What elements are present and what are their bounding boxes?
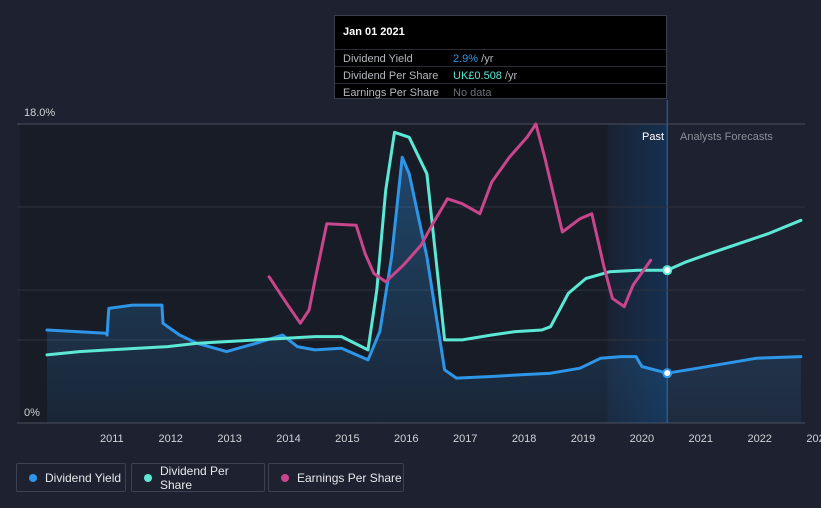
tooltip-label: Earnings Per Share — [343, 87, 439, 99]
legend-label: Dividend Yield — [45, 470, 122, 485]
tooltip-date: Jan 01 2021 — [343, 26, 405, 38]
tooltip-markers — [662, 265, 673, 379]
legend-dot-icon — [144, 473, 152, 482]
x-tick-label: 2012 — [158, 433, 182, 445]
y-axis-bottom-label: 0% — [24, 407, 40, 419]
tooltip-row-dividend-yield: Dividend Yield 2.9% /yr — [335, 49, 666, 67]
y-axis-top-label: 18.0% — [24, 107, 55, 119]
dividend-per-share-line — [45, 130, 803, 357]
x-tick-label: 2014 — [276, 433, 300, 445]
tooltip-label: Dividend Per Share — [343, 70, 439, 82]
legend-label: Earnings Per Share — [297, 470, 402, 485]
dividend-per-share-marker — [662, 265, 673, 276]
tooltip-row-earnings-per-share: Earnings Per Share No data — [335, 83, 666, 101]
tooltip-value: No data — [453, 87, 492, 99]
dividend-yield-marker — [662, 368, 673, 379]
tooltip-value: UK£0.508 /yr — [453, 70, 518, 82]
x-tick-label: 2020 — [630, 433, 654, 445]
x-tick-label: 2022 — [747, 433, 771, 445]
tooltip-label: Dividend Yield — [343, 53, 413, 65]
earnings-per-share-line — [267, 122, 653, 325]
past-label: Past — [642, 131, 664, 143]
legend-dot-icon — [281, 473, 289, 482]
x-axis-ticks: 2011 2012 2013 2014 2015 2016 2017 2018 2019 2020… — [100, 433, 821, 445]
tooltip: Jan 01 2021 Dividend Yield 2.9% /yr Divi… — [334, 15, 667, 99]
x-tick-label: 2019 — [571, 433, 595, 445]
dividend-yield-line — [45, 155, 803, 380]
legend-earnings-per-share[interactable]: Earnings Per Share — [268, 463, 404, 492]
x-tick-label: 2016 — [394, 433, 418, 445]
x-tick-label: 2018 — [512, 433, 536, 445]
series-lines — [45, 122, 803, 380]
x-tick-label: 2011 — [100, 433, 124, 445]
legend-dividend-yield[interactable]: Dividend Yield — [16, 463, 126, 492]
tooltip-value: 2.9% /yr — [453, 53, 494, 65]
forecast-label: Analysts Forecasts — [680, 131, 773, 143]
x-tick-label: 2023 — [806, 433, 821, 445]
dividend-yield-area — [47, 157, 801, 423]
x-tick-label: 2013 — [217, 433, 241, 445]
legend-label: Dividend Per Share — [160, 463, 229, 492]
dividend-yield-area — [47, 157, 801, 423]
x-tick-label: 2015 — [335, 433, 359, 445]
legend-dot-icon — [29, 473, 37, 482]
legend-dividend-per-share[interactable]: Dividend Per Share — [131, 463, 265, 492]
x-tick-label: 2017 — [453, 433, 477, 445]
tooltip-row-dividend-per-share: Dividend Per Share UK£0.508 /yr — [335, 66, 666, 84]
x-tick-label: 2021 — [689, 433, 713, 445]
